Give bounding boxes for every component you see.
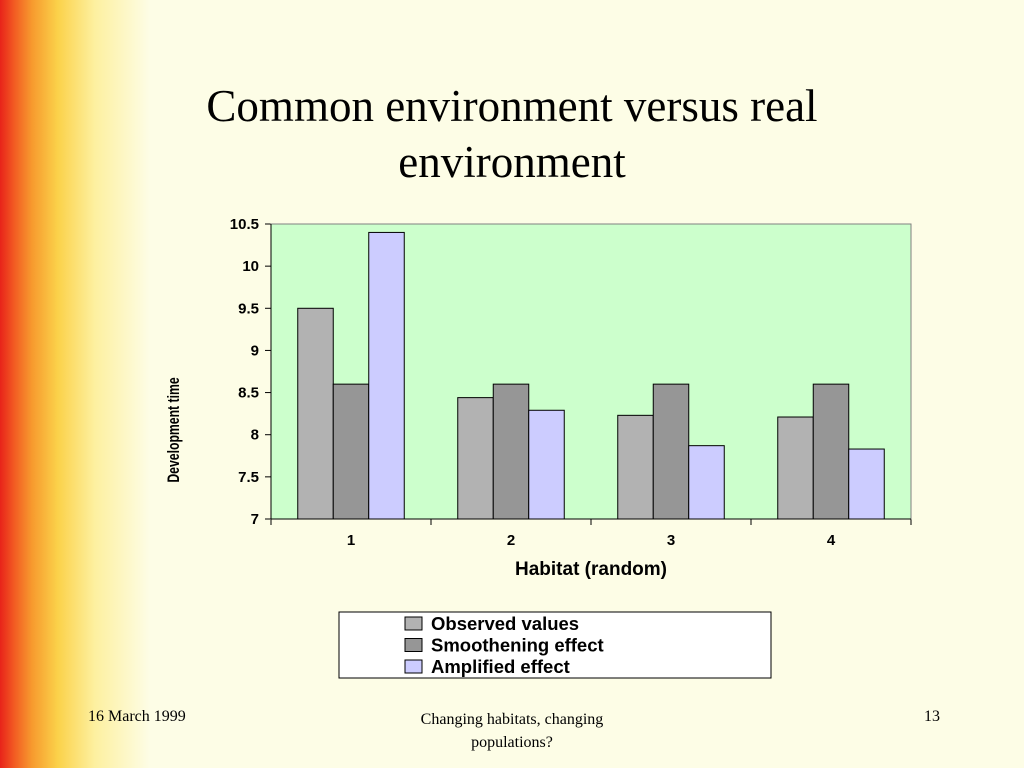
y-axis-label: Development time: [165, 377, 183, 482]
bar: [777, 416, 814, 520]
title-line-1: Common environment versus real: [206, 81, 818, 131]
footer-title-line-1: Changing habitats, changing: [420, 711, 604, 728]
bar: [457, 397, 494, 520]
y-tick-label: 10: [242, 258, 259, 275]
x-axis-label: Habitat (random): [515, 559, 667, 580]
bar: [297, 307, 334, 520]
x-tick-label: 2: [507, 532, 515, 549]
y-tick-label: 9: [251, 342, 259, 359]
page-number: 13: [924, 708, 940, 725]
decorative-left-band: [0, 0, 150, 768]
bar: [688, 445, 725, 520]
y-tick-label: 10.5: [230, 216, 259, 233]
title-line-2: environment: [398, 137, 626, 187]
legend-label: Amplified effect: [431, 656, 570, 677]
bar: [368, 231, 405, 520]
legend-swatch: [404, 638, 423, 652]
x-tick-label: 3: [667, 532, 675, 549]
bar: [812, 383, 850, 520]
footer-date: 16 March 1999: [88, 708, 186, 725]
bar: [652, 383, 690, 520]
y-tick-label: 7: [251, 511, 259, 528]
bar: [332, 383, 370, 520]
y-tick-label: 8.5: [238, 385, 259, 402]
bar: [848, 448, 885, 520]
y-tick-label: 9.5: [238, 300, 259, 317]
legend-swatch: [404, 616, 423, 631]
y-tick-label: 7.5: [238, 469, 259, 486]
x-axis-ticks: [270, 519, 912, 525]
y-tick-labels: 7 7.5 8 8.5 9 9.5 10 10.5: [230, 216, 259, 528]
footer-title: Changing habitats, changing populations?: [362, 708, 662, 754]
bar: [528, 409, 565, 520]
y-axis-ticks: [265, 223, 271, 520]
legend-label: Observed values: [431, 613, 579, 634]
x-tick-labels: 1 2 3 4: [347, 532, 836, 549]
bar: [492, 383, 530, 520]
y-tick-label: 8: [251, 427, 259, 444]
x-tick-label: 1: [347, 532, 355, 549]
footer-title-line-2: populations?: [471, 734, 553, 751]
legend-label: Smoothening effect: [431, 635, 604, 656]
legend-swatch: [404, 659, 423, 674]
bar: [617, 414, 654, 520]
slide-title: Common environment versus real environme…: [120, 78, 904, 190]
x-tick-label: 4: [827, 532, 836, 549]
bars-group: [297, 231, 885, 520]
